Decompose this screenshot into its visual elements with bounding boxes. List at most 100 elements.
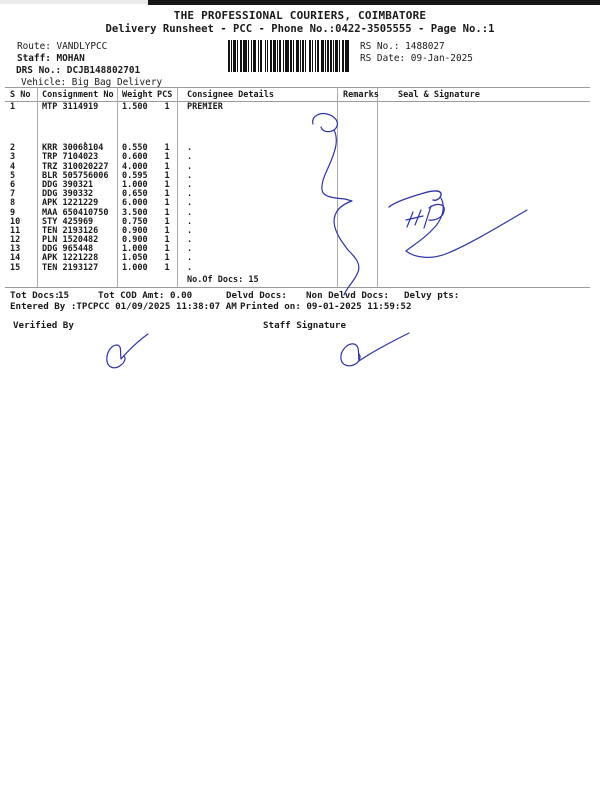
cell-sno: 4 bbox=[10, 161, 16, 172]
cell-wt: 1.050 bbox=[122, 253, 148, 264]
table-bottom-border bbox=[5, 287, 590, 288]
rs-no-line: RS No.: 1488027 bbox=[360, 41, 445, 52]
cell-cno: APK 1221229 bbox=[42, 198, 99, 209]
cell-cno: MAA 650410750 bbox=[42, 207, 109, 218]
non-delvd-docs-label: Non Delvd Docs: bbox=[306, 290, 389, 301]
header-weight: Weight bbox=[122, 90, 153, 100]
cell-pcs: 1 bbox=[164, 189, 170, 200]
cell-wt: 0.900 bbox=[122, 235, 148, 246]
cell-wt: 0.600 bbox=[122, 152, 148, 163]
rs-date-line: RS Date: 09-Jan-2025 bbox=[360, 53, 473, 64]
cell-pcs: 1 bbox=[164, 179, 170, 190]
cell-cd: . bbox=[187, 225, 193, 236]
header-s-no: S No bbox=[10, 90, 31, 100]
cell-sno: 11 bbox=[10, 225, 21, 236]
table-row: 10 STY 425969 0.750 1. bbox=[0, 216, 600, 227]
cell-cd: . bbox=[187, 235, 193, 246]
cell-cd: . bbox=[187, 189, 193, 200]
cell-wt: 1.000 bbox=[122, 262, 148, 273]
cell-wt: 3.500 bbox=[122, 207, 148, 218]
cell-sno: 10 bbox=[10, 216, 21, 227]
table-row: 9 MAA 650410750 3.500 1. bbox=[0, 207, 600, 218]
delvd-docs-label: Delvd Docs: bbox=[226, 290, 287, 301]
scan-edge-shadow bbox=[0, 0, 150, 4]
cell-cd: . bbox=[187, 143, 193, 154]
table-row: 12 PLN 1520482 0.900 1. bbox=[0, 235, 600, 246]
cell-cno: APK 1221228 bbox=[42, 253, 99, 264]
cell-wt: 0.550 bbox=[122, 143, 148, 154]
cell-cd: . bbox=[187, 179, 193, 190]
cell-cno: TRP 7104023 bbox=[42, 152, 99, 163]
staff-line: Staff: MOHAN bbox=[17, 53, 85, 64]
cell-sno: 13 bbox=[10, 244, 21, 255]
drs-no-line: DRS No.: DCJB148802701 bbox=[16, 65, 141, 76]
cell-sno: 9 bbox=[10, 207, 16, 218]
cell-pcs: 1 bbox=[164, 235, 170, 246]
table-header-border bbox=[5, 101, 590, 102]
printed-on-line: Printed on: 09-01-2025 11:59:52 bbox=[240, 301, 412, 312]
cell-pcs: 1 bbox=[164, 216, 170, 227]
entered-by-line: Entered By :TPCPCC 01/09/2025 11:38:07 A… bbox=[10, 301, 237, 312]
cell-sno: 5 bbox=[10, 170, 16, 181]
column-divider bbox=[37, 87, 38, 287]
vehicle-line: Vehicle: Big Bag Delivery bbox=[21, 77, 163, 88]
table-row: 11 TEN 2193126 0.900 1. bbox=[0, 225, 600, 236]
table-row: 13 DDG 965448 1.000 1. bbox=[0, 245, 600, 254]
cell-pcs: 1 bbox=[164, 152, 170, 163]
cell-sno: 3 bbox=[10, 152, 16, 163]
table-row: 5 BLR 505756006 0.595 1. bbox=[0, 170, 600, 181]
tot-cod-label: Tot COD Amt: bbox=[98, 290, 165, 301]
cell-wt: 1.000 bbox=[122, 244, 148, 255]
table-row: 14 APK 1221228 1.050 1. bbox=[0, 254, 600, 263]
scan-black-bar bbox=[148, 0, 600, 5]
cell-cd: . bbox=[187, 262, 193, 273]
table-row: 6 DDG 390321 1.000 1. bbox=[0, 179, 600, 190]
cell-sno: 14 bbox=[10, 253, 21, 264]
cell-pcs: 1 bbox=[164, 161, 170, 172]
header-pcs: PCS bbox=[157, 90, 173, 100]
delvy-pts-label: Delvy pts: bbox=[404, 290, 460, 301]
cell-cd: . bbox=[187, 161, 193, 172]
cell-cno: PLN 1520482 bbox=[42, 235, 99, 246]
cell-cno: TEN 2193127 bbox=[42, 262, 99, 273]
header-consignee: Consignee Details bbox=[187, 90, 274, 100]
page-title: THE PROFESSIONAL COURIERS, COIMBATORE bbox=[173, 9, 427, 22]
cell-cd: . bbox=[187, 253, 193, 264]
barcode bbox=[228, 40, 349, 72]
table-row: 15 TEN 2193127 1.000 1. bbox=[0, 262, 600, 273]
cell-wt: 1.000 bbox=[122, 179, 148, 190]
table-top-border bbox=[5, 87, 590, 88]
table-body: 1 MTP 3114919 1.500 1 PREMIER 2 KRR 30068104 0.… bbox=[0, 102, 600, 273]
staff-signature bbox=[340, 332, 410, 367]
cell-pcs: 1 bbox=[164, 170, 170, 181]
cell-cd: . bbox=[187, 152, 193, 163]
staff-signature-label: Staff Signature bbox=[263, 320, 346, 331]
cell-cno: MTP 3114919 bbox=[42, 102, 99, 112]
cell-sno: 7 bbox=[10, 189, 16, 200]
cell-wt: 0.750 bbox=[122, 216, 148, 227]
no-of-docs: No.Of Docs: 15 bbox=[187, 275, 259, 285]
cell-cd: PREMIER bbox=[187, 102, 223, 112]
table-row: 8 APK 1221229 6.000 1. bbox=[0, 199, 600, 208]
cell-cd: . bbox=[187, 216, 193, 227]
header-seal-signature: Seal & Signature bbox=[398, 90, 480, 100]
verified-by-signature bbox=[106, 333, 149, 369]
tot-docs-value: 15 bbox=[58, 290, 70, 301]
cell-sno: 12 bbox=[10, 235, 21, 246]
cell-sno: 15 bbox=[10, 262, 21, 273]
cell-cno: KRR 30068104 bbox=[42, 143, 104, 154]
cell-cd: . bbox=[187, 244, 193, 255]
cell-pcs: 1 bbox=[164, 253, 170, 264]
table-row: 3 TRP 7104023 0.600 1. bbox=[0, 153, 600, 162]
cell-pcs: 1 bbox=[164, 244, 170, 255]
tot-cod-value: 0.00 bbox=[170, 290, 193, 301]
table-row: 2 KRR 30068104 0.550 1. bbox=[0, 143, 600, 154]
cell-wt: 0.900 bbox=[122, 225, 148, 236]
header-remarks: Remarks bbox=[343, 90, 379, 100]
cell-wt: 0.595 bbox=[122, 170, 148, 181]
cell-pcs: 1 bbox=[164, 143, 170, 154]
cell-cno: DDG 390332 bbox=[42, 189, 94, 200]
column-divider bbox=[377, 87, 378, 287]
cell-sno: 8 bbox=[10, 198, 16, 209]
